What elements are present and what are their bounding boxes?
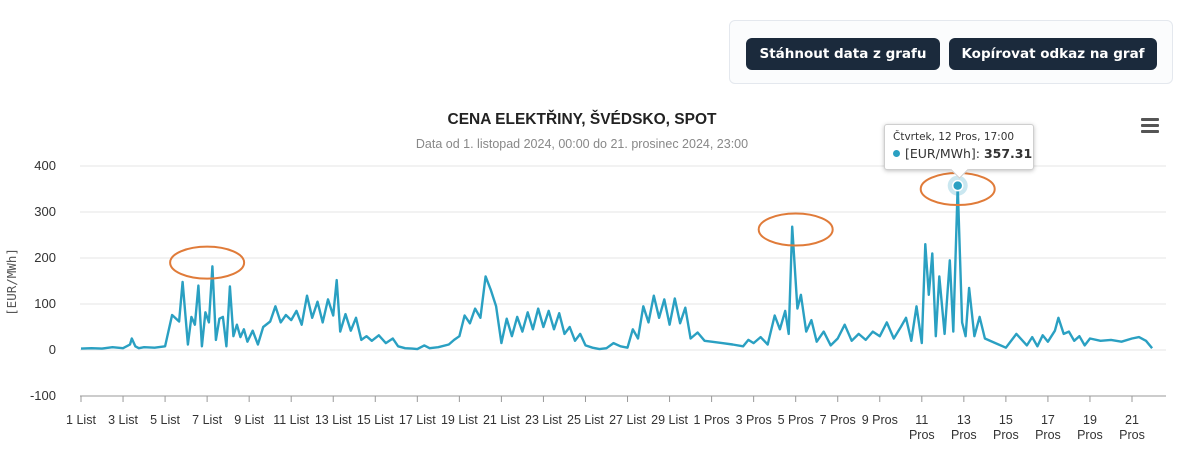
x-tick-label: 17 List (399, 413, 436, 427)
export-panel: Stáhnout data z grafu Kopírovat odkaz na… (729, 20, 1173, 84)
x-tick-label: 11 List (273, 413, 309, 427)
x-tick-labels: 1 List 3 List 5 List 7 List 9 List 11 List 13 … (66, 396, 1145, 442)
menu-bar (1141, 130, 1159, 133)
x-tick-label: 17 (1041, 413, 1055, 427)
x-tick-label: 19 (1083, 413, 1097, 427)
x-tick-label: 5 List (150, 413, 180, 427)
x-tick-label: Pros (993, 428, 1019, 442)
y-tick-label: 300 (34, 204, 56, 219)
y-tick-label: 0 (49, 342, 56, 357)
x-tick-label: 3 List (108, 413, 138, 427)
x-tick-label: 3 Pros (736, 413, 772, 427)
annotation-ellipse (757, 212, 834, 247)
chart-title: CENA ELEKTŘINY, ŠVÉDSKO, SPOT (448, 110, 718, 128)
chart-subtitle: Data od 1. listopad 2024, 00:00 do 21. p… (416, 137, 748, 151)
x-tick-label: Pros (1077, 428, 1103, 442)
hamburger-menu-icon[interactable] (1141, 118, 1159, 134)
grid-lines (80, 165, 1166, 397)
series-layer (80, 184, 1154, 351)
copy-link-button[interactable]: Kopírovat odkaz na graf (949, 38, 1157, 70)
y-tick-label: 100 (34, 296, 56, 311)
x-tick-label: 27 List (609, 413, 646, 427)
x-tick-label: 7 Pros (820, 413, 856, 427)
tooltip-date: Čtvrtek, 12 Pros, 17:00 (893, 131, 1015, 143)
x-tick-label: 13 List (315, 413, 352, 427)
x-tick-label: 1 Pros (694, 413, 730, 427)
series-line (80, 184, 1154, 351)
y-tick-label: 400 (34, 158, 56, 173)
y-axis-label: [EUR/MWh] (4, 248, 19, 316)
x-tick-label: 13 (957, 413, 971, 427)
download-data-button[interactable]: Stáhnout data z grafu (746, 38, 940, 70)
annotation-layer (169, 172, 996, 280)
tooltip-row: [EUR/MWh]: 357.31 (893, 145, 1032, 163)
x-tick-label: 9 List (234, 413, 264, 427)
menu-bar (1141, 118, 1159, 121)
x-tick-label: 23 List (525, 413, 562, 427)
y-tick-label: 200 (34, 250, 56, 265)
x-tick-label: 15 List (357, 413, 394, 427)
x-tick-label: Pros (1035, 428, 1061, 442)
x-tick-label: 25 List (567, 413, 604, 427)
x-tick-label: 5 Pros (778, 413, 814, 427)
menu-bar (1141, 124, 1159, 127)
y-tick-labels: -100 0 100 200 300 400 (30, 158, 56, 403)
highlight-layer (947, 175, 968, 196)
x-tick-label: 7 List (192, 413, 222, 427)
tooltip-value: 357.31 (983, 146, 1033, 161)
x-tick-label: 1 List (66, 413, 96, 427)
highlight-point[interactable] (951, 179, 964, 192)
x-tick-label: 9 Pros (862, 413, 898, 427)
y-tick-label: -100 (30, 388, 56, 403)
x-tick-label: 11 (915, 413, 928, 427)
x-tick-label: 21 (1125, 413, 1139, 427)
x-tick-label: 29 List (651, 413, 688, 427)
annotation-ellipse (169, 245, 246, 280)
data-tooltip: Čtvrtek, 12 Pros, 17:00 [EUR/MWh]: 357.3… (884, 124, 1034, 179)
x-tick-label: 21 List (483, 413, 520, 427)
x-tick-label: 19 List (441, 413, 478, 427)
x-tick-label: Pros (1119, 428, 1145, 442)
x-tick-label: Pros (909, 428, 935, 442)
x-tick-label: 15 (999, 413, 1013, 427)
tooltip-series-dot (893, 150, 900, 157)
tooltip-series-name: [EUR/MWh] (905, 146, 976, 161)
x-tick-label: Pros (951, 428, 977, 442)
